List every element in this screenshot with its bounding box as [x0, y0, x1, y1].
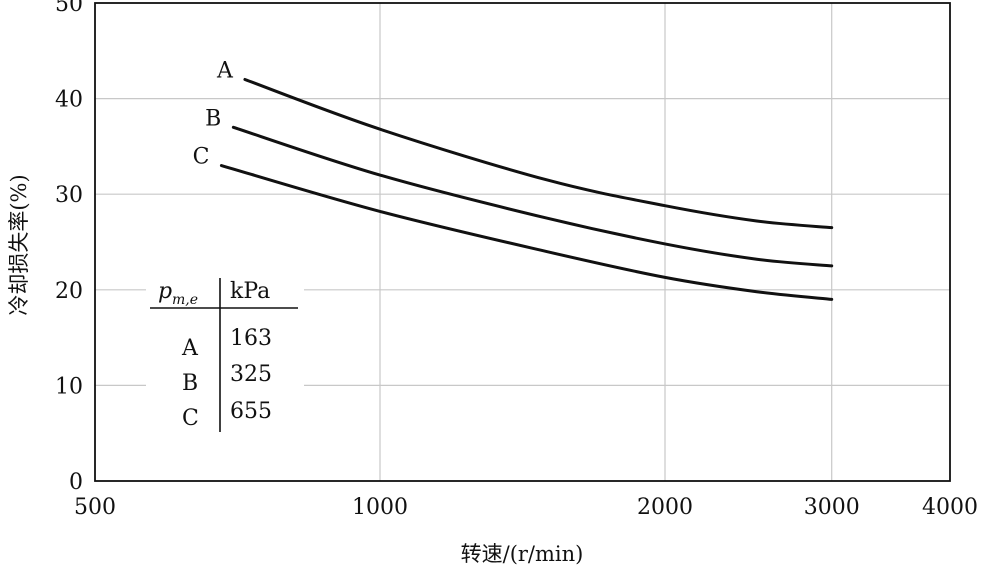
- x-tick-label-500: 500: [74, 495, 116, 520]
- legend-row-value-a: 163: [230, 326, 272, 351]
- legend-row-label-a: A: [181, 336, 199, 361]
- y-tick-label-30: 30: [55, 183, 83, 208]
- legend-variable: p: [158, 279, 172, 304]
- y-tick-labels: 0 10 20 30 40 50: [55, 0, 83, 495]
- x-tick-label-1000: 1000: [352, 495, 408, 520]
- curve-label-b: B: [205, 106, 221, 131]
- series-line-c: [219, 164, 834, 301]
- legend-unit: kPa: [230, 279, 270, 304]
- curve-label-c: C: [193, 145, 210, 170]
- plot-frame: [94, 2, 951, 482]
- y-tick-label-20: 20: [55, 279, 83, 304]
- y-axis-title: 冷却损失率(%): [7, 174, 31, 315]
- x-tick-labels: 500 1000 2000 3000 4000: [74, 495, 978, 520]
- legend-row-value-c: 655: [230, 399, 272, 424]
- legend-row-value-b: 325: [230, 362, 272, 387]
- legend-table: p m,e kPa A 163 B 325 C 655: [146, 268, 304, 438]
- y-tick-label-50: 50: [55, 0, 83, 17]
- x-tick-label-3000: 3000: [804, 495, 860, 520]
- y-tick-label-40: 40: [55, 88, 83, 113]
- legend-variable-subscript: m,e: [172, 292, 198, 308]
- legend-row-label-c: C: [182, 406, 199, 431]
- x-tick-label-4000: 4000: [922, 495, 978, 520]
- series-curves: [219, 77, 834, 301]
- series-line-a: [243, 77, 834, 230]
- y-tick-label-0: 0: [69, 470, 83, 495]
- x-axis-title: 转速/(r/min): [461, 542, 584, 566]
- curve-label-a: A: [216, 58, 234, 83]
- x-tick-label-2000: 2000: [637, 495, 693, 520]
- curve-labels: ABC: [193, 58, 234, 169]
- series-line-b: [231, 125, 834, 268]
- y-tick-label-10: 10: [55, 374, 83, 399]
- legend-background: [146, 268, 304, 438]
- legend-row-label-b: B: [182, 371, 198, 396]
